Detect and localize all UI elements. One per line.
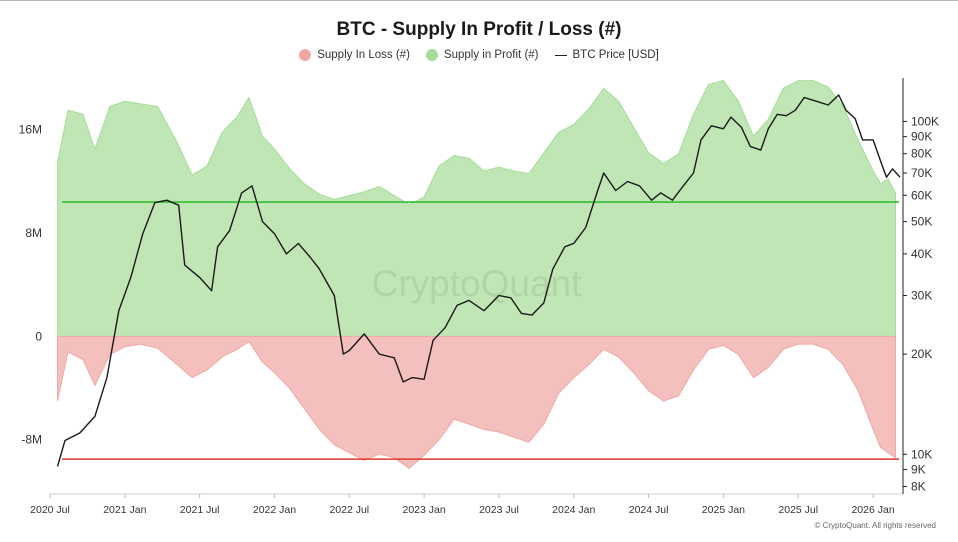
x-tick-label: 2025 Jul <box>778 504 818 516</box>
right-tick-label: 70K <box>911 166 932 180</box>
supply-in-profit-area <box>57 80 896 337</box>
legend-label-price: BTC Price [USD] <box>572 49 659 61</box>
right-tick-label: 50K <box>911 215 932 229</box>
legend-swatch-loss <box>299 49 312 61</box>
chart-title: BTC - Supply In Profit / Loss (#) <box>336 19 622 40</box>
x-tick-label: 2024 Jul <box>629 504 669 516</box>
x-tick-label: 2022 Jul <box>329 504 369 516</box>
right-tick-label: 60K <box>911 188 932 202</box>
legend-label-profit: Supply in Profit (#) <box>443 49 539 61</box>
legend-swatch-price <box>554 54 567 56</box>
right-tick-label: 9K <box>911 463 926 477</box>
legend-item-price[interactable]: BTC Price [USD] <box>554 49 659 61</box>
right-tick-label: 8K <box>911 480 926 494</box>
x-tick-label: 2021 Jan <box>103 504 146 516</box>
chart-legend: Supply In Loss (#) Supply in Profit (#) … <box>0 49 958 61</box>
top-border <box>0 0 958 1</box>
x-tick-label: 2026 Jan <box>851 504 894 516</box>
x-tick-label: 2021 Jul <box>180 504 220 516</box>
watermark-text: CryptoQuant <box>372 263 582 304</box>
left-tick-label: 0 <box>35 329 42 343</box>
legend-item-profit[interactable]: Supply in Profit (#) <box>425 49 539 61</box>
x-tick-label: 2022 Jan <box>253 504 296 516</box>
btc-price-line <box>56 94 901 467</box>
legend-swatch-profit <box>425 49 438 61</box>
right-tick-label: 40K <box>911 247 932 261</box>
legend-label-loss: Supply In Loss (#) <box>317 49 410 61</box>
left-tick-label: 8M <box>25 226 42 240</box>
left-tick-label: 16M <box>19 123 42 137</box>
right-tick-label: 30K <box>911 288 932 302</box>
right-tick-label: 10K <box>911 447 932 461</box>
copyright-notice: © CryptoQuant. All rights reserved <box>814 521 937 530</box>
left-tick-label: -8M <box>21 433 42 447</box>
x-tick-label: 2023 Jul <box>479 504 519 516</box>
right-tick-label: 20K <box>911 347 932 361</box>
x-tick-label: 2023 Jan <box>403 504 446 516</box>
x-tick-label: 2025 Jan <box>702 504 745 516</box>
right-tick-label: 90K <box>911 130 932 144</box>
legend-item-loss[interactable]: Supply In Loss (#) <box>299 49 410 61</box>
supply-in-loss-area <box>57 335 896 469</box>
x-tick-label: 2024 Jan <box>552 504 595 516</box>
right-tick-label: 80K <box>911 147 932 161</box>
x-tick-label: 2020 Jul <box>30 504 70 516</box>
right-tick-label: 100K <box>911 114 939 128</box>
